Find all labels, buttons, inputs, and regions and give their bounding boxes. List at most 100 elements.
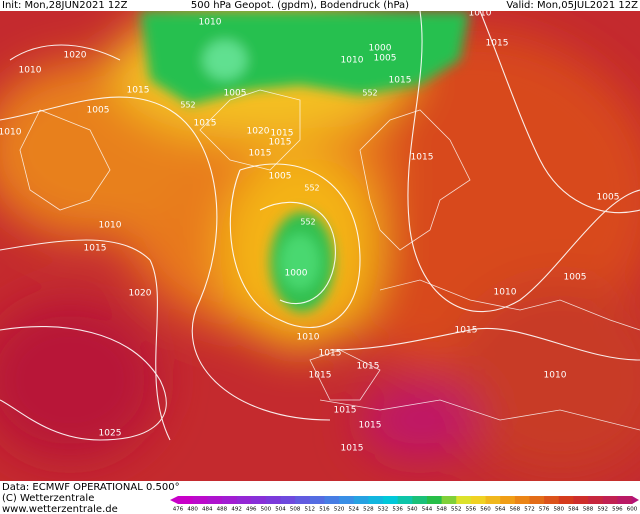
isobar-label: 1005 bbox=[374, 54, 397, 64]
colorbar-label: 584 bbox=[568, 507, 579, 513]
colorbar-label: 548 bbox=[436, 507, 447, 513]
colorbar-swatch bbox=[339, 496, 355, 504]
isobar-label: 1010 bbox=[19, 66, 42, 76]
isobar-label: 1010 bbox=[297, 333, 320, 343]
colorbar-label: 508 bbox=[290, 507, 301, 513]
colorbar-label: 552 bbox=[451, 507, 462, 513]
colorbar-label: 504 bbox=[275, 507, 286, 513]
colorbar-swatch bbox=[353, 496, 369, 504]
colorbar-swatch bbox=[236, 496, 252, 504]
colorbar-swatch bbox=[324, 496, 340, 504]
colorbar-label: 556 bbox=[466, 507, 477, 513]
isobar-label: 1020 bbox=[129, 289, 152, 299]
isobar-label: 1005 bbox=[269, 172, 292, 182]
isobar-label: 1010 bbox=[469, 9, 492, 19]
geopotential-label: 552 bbox=[180, 101, 195, 110]
colorbar-label: 516 bbox=[319, 507, 330, 513]
colorbar-swatch bbox=[426, 496, 443, 504]
isobar-label: 1015 bbox=[455, 326, 478, 336]
isobar-label: 1015 bbox=[486, 39, 509, 49]
isobar-label: 1015 bbox=[411, 153, 434, 163]
colorbar-label: 568 bbox=[510, 507, 521, 513]
colorbar-label: 564 bbox=[495, 507, 506, 513]
map-title: 500 hPa Geopot. (gpdm), Bodendruck (hPa) bbox=[191, 0, 409, 11]
isobar-label: 1020 bbox=[64, 51, 87, 61]
colorbar-arrow-right bbox=[632, 496, 639, 504]
colorbar-label: 532 bbox=[378, 507, 389, 513]
isobar-label: 1010 bbox=[544, 371, 567, 381]
colorbar-label: 520 bbox=[334, 507, 345, 513]
colorbar-swatch bbox=[456, 496, 472, 504]
colorbar-label: 540 bbox=[407, 507, 418, 513]
colorbar-swatch bbox=[470, 496, 487, 504]
isobar-label: 1025 bbox=[99, 429, 122, 439]
init-time: Init: Mon,28JUN2021 12Z bbox=[2, 0, 128, 11]
colorbar-label: 592 bbox=[597, 507, 608, 513]
colorbar-swatch bbox=[192, 496, 208, 504]
website: www.wetterzentrale.de bbox=[2, 504, 118, 514]
colorbar-swatch bbox=[265, 496, 282, 504]
data-source: Data: ECMWF OPERATIONAL 0.500° bbox=[2, 482, 180, 493]
isobar-label: 1015 bbox=[389, 76, 412, 86]
isobar-label: 1015 bbox=[194, 119, 217, 129]
colorbar-swatch bbox=[544, 496, 560, 504]
colorbar-swatch bbox=[368, 496, 384, 504]
isobar-label: 1010 bbox=[494, 288, 517, 298]
isobar-label: 1000 bbox=[285, 269, 308, 279]
colorbar-label: 600 bbox=[627, 507, 638, 513]
geopotential-label: 552 bbox=[300, 218, 315, 227]
isobar-label: 1015 bbox=[127, 86, 150, 96]
isobar-label: 1010 bbox=[341, 56, 364, 66]
header-bar bbox=[0, 0, 640, 11]
isobar-label: 1015 bbox=[341, 444, 364, 454]
colorbar-swatch bbox=[178, 496, 194, 504]
colorbar-swatch bbox=[383, 496, 399, 504]
colorbar-swatch bbox=[573, 496, 589, 504]
colorbar-swatch bbox=[309, 496, 325, 504]
colorbar-swatch bbox=[280, 496, 296, 504]
isobar-label: 1015 bbox=[249, 149, 272, 159]
colorbar-swatch bbox=[441, 496, 457, 504]
copyright: (C) Wetterzentrale bbox=[2, 493, 94, 504]
colorbar-swatch bbox=[207, 496, 223, 504]
isobar-label: 1000 bbox=[369, 44, 392, 54]
isobar-label: 1005 bbox=[597, 193, 620, 203]
isobar-label: 1015 bbox=[334, 406, 357, 416]
isobar-label: 1005 bbox=[224, 89, 247, 99]
colorbar-swatch bbox=[295, 496, 311, 504]
isobar-label: 1015 bbox=[319, 349, 342, 359]
isobar-label: 1015 bbox=[269, 138, 292, 148]
colorbar-label: 572 bbox=[524, 507, 535, 513]
colorbar-swatch bbox=[514, 496, 530, 504]
colorbar-swatch bbox=[529, 496, 545, 504]
colorbar-swatch bbox=[588, 496, 604, 504]
isobar-label: 1010 bbox=[199, 18, 222, 28]
isobar-label: 1015 bbox=[84, 244, 107, 254]
colorbar-swatch bbox=[397, 496, 413, 504]
colorbar-label: 524 bbox=[348, 507, 359, 513]
colorbar-label: 536 bbox=[392, 507, 403, 513]
colorbar-arrow-left bbox=[170, 496, 178, 504]
colorbar-label: 500 bbox=[261, 507, 272, 513]
colorbar-label: 528 bbox=[363, 507, 374, 513]
colorbar-label: 596 bbox=[612, 507, 623, 513]
colorbar-label: 476 bbox=[173, 507, 184, 513]
colorbar-swatch bbox=[558, 496, 574, 504]
colorbar-label: 480 bbox=[187, 507, 198, 513]
colorbar-swatch bbox=[251, 496, 267, 504]
colorbar-label: 484 bbox=[202, 507, 213, 513]
isobar-label: 1015 bbox=[357, 362, 380, 372]
isobar-label: 1010 bbox=[0, 128, 22, 138]
isobar-label: 1005 bbox=[564, 273, 587, 283]
colorbar-swatch bbox=[617, 496, 633, 504]
colorbar-label: 496 bbox=[246, 507, 257, 513]
colorbar-label: 560 bbox=[480, 507, 491, 513]
colorbar-label: 588 bbox=[583, 507, 594, 513]
isobar-label: 1015 bbox=[359, 421, 382, 431]
colorbar-label: 488 bbox=[217, 507, 228, 513]
geopotential-label: 552 bbox=[304, 184, 319, 193]
colorbar-swatch bbox=[602, 496, 618, 504]
isobar-label: 1010 bbox=[99, 221, 122, 231]
